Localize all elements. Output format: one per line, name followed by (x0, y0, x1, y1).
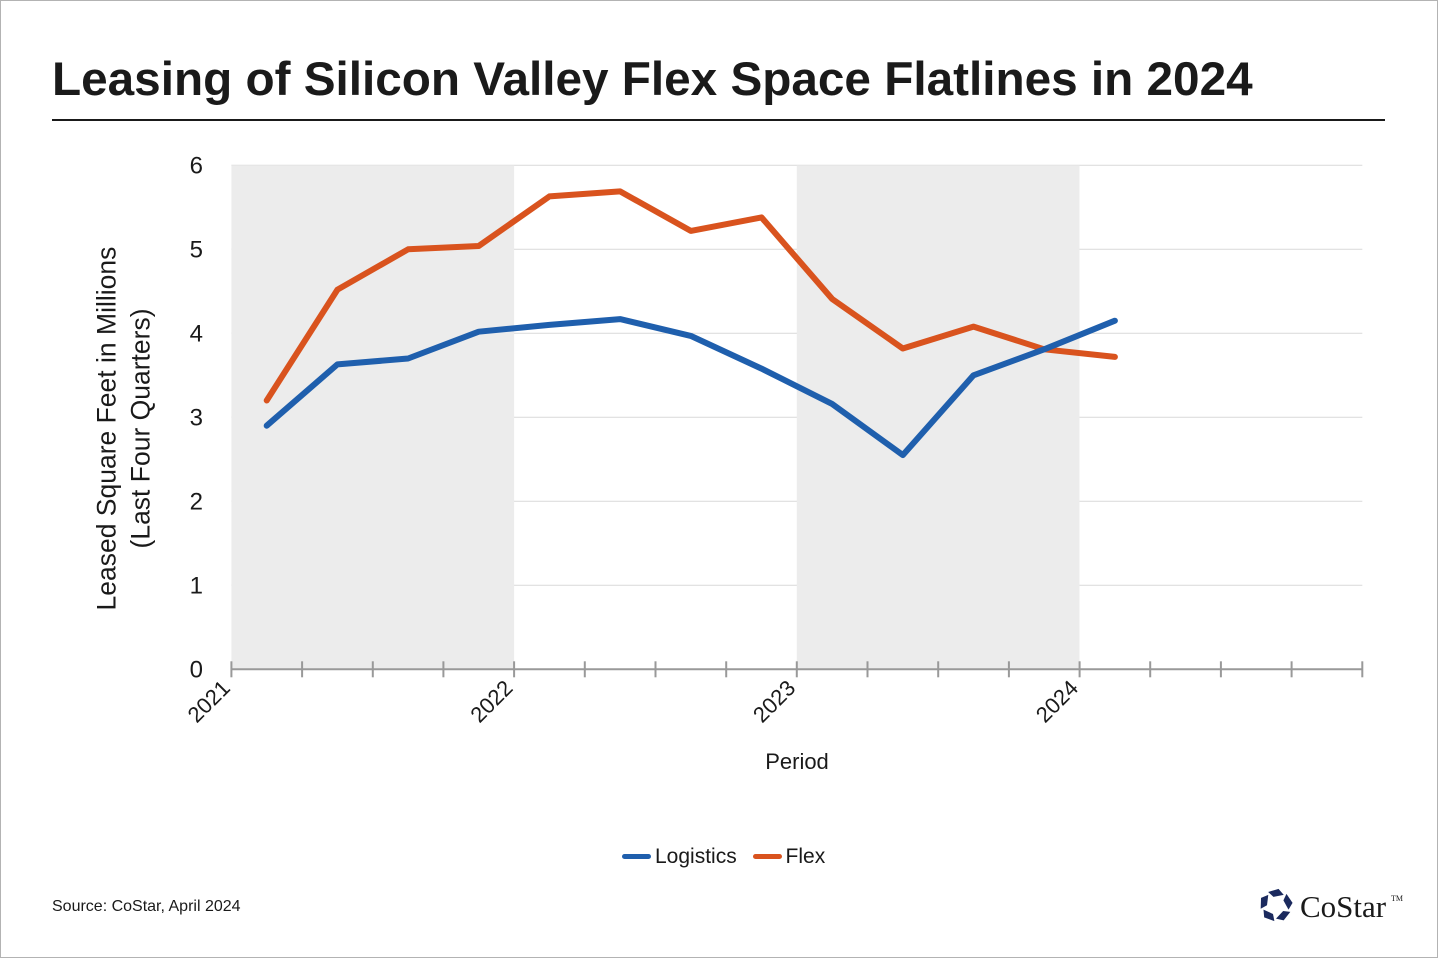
svg-text:2022: 2022 (465, 675, 517, 727)
svg-text:0: 0 (190, 656, 203, 683)
svg-text:2024: 2024 (1031, 675, 1083, 727)
svg-text:4: 4 (190, 320, 203, 347)
svg-text:6: 6 (190, 152, 203, 179)
svg-text:CoStar: CoStar (1300, 889, 1387, 924)
svg-text:Period: Period (765, 749, 829, 774)
svg-text:2: 2 (190, 488, 203, 515)
svg-text:5: 5 (190, 236, 203, 263)
svg-text:2023: 2023 (748, 675, 800, 727)
svg-text:TM: TM (1391, 894, 1403, 903)
svg-text:1: 1 (190, 572, 203, 599)
svg-text:3: 3 (190, 404, 203, 431)
